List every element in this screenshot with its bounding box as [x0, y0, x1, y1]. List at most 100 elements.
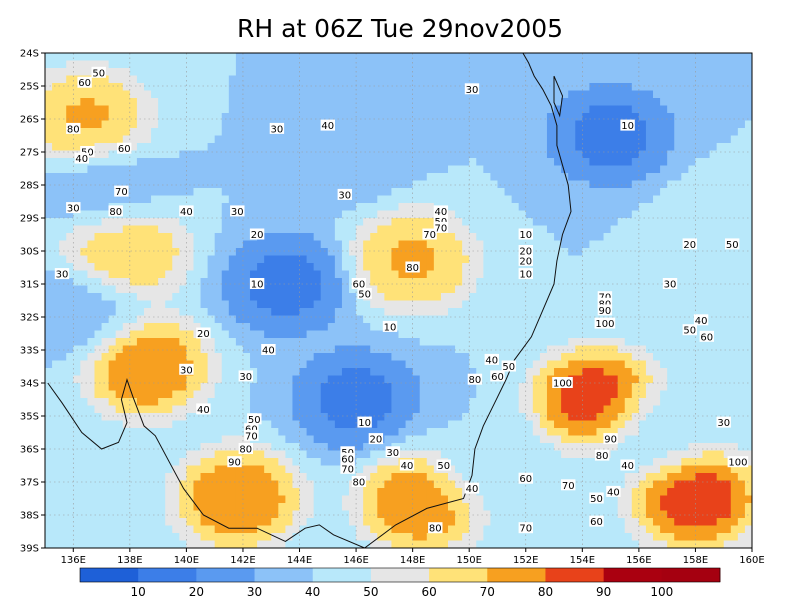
field-cell — [525, 345, 534, 354]
field-cell — [221, 90, 230, 99]
field-cell — [73, 383, 81, 392]
field-cell — [554, 390, 562, 399]
field-cell — [462, 308, 470, 317]
field-cell — [412, 413, 421, 422]
field-cell — [603, 375, 612, 384]
field-cell — [589, 180, 598, 189]
field-cell — [158, 53, 166, 62]
field-cell — [525, 405, 534, 414]
field-cell — [52, 90, 60, 99]
field-cell — [539, 120, 548, 129]
field-cell — [391, 330, 400, 339]
field-cell — [136, 75, 145, 84]
field-cell — [462, 195, 470, 204]
field-cell — [419, 345, 428, 354]
field-cell — [398, 375, 407, 384]
field-cell — [257, 60, 265, 69]
field-cell — [582, 323, 590, 332]
field-cell — [511, 345, 520, 354]
field-cell — [179, 128, 187, 137]
field-cell — [193, 180, 202, 189]
field-cell — [737, 353, 746, 362]
field-cell — [349, 308, 357, 317]
field-cell — [702, 420, 711, 429]
field-cell — [589, 98, 598, 107]
field-cell — [532, 128, 541, 137]
field-cell — [554, 90, 562, 99]
field-cell — [497, 180, 506, 189]
field-cell — [356, 158, 364, 167]
field-cell — [744, 210, 752, 219]
field-cell — [645, 420, 654, 429]
field-cell — [744, 360, 752, 369]
field-cell — [525, 195, 534, 204]
field-cell — [419, 315, 428, 324]
field-cell — [320, 143, 329, 152]
field-cell — [645, 390, 654, 399]
field-cell — [744, 60, 752, 69]
field-cell — [716, 83, 725, 92]
field-cell — [313, 270, 322, 279]
field-cell — [483, 240, 492, 249]
field-cell — [426, 323, 435, 332]
field-cell — [631, 158, 640, 167]
field-cell — [568, 308, 576, 317]
field-cell — [596, 263, 605, 272]
field-cell — [455, 188, 463, 197]
field-cell — [469, 120, 477, 129]
field-cell — [412, 345, 421, 354]
field-cell — [334, 225, 343, 234]
field-cell — [462, 105, 470, 114]
field-cell — [709, 338, 718, 347]
field-cell — [568, 240, 576, 249]
field-cell — [575, 83, 583, 92]
field-cell — [285, 143, 294, 152]
field-cell — [158, 248, 166, 257]
field-cell — [129, 180, 138, 189]
field-cell — [667, 75, 675, 84]
field-cell — [617, 420, 626, 429]
field-cell — [306, 68, 315, 77]
field-cell — [52, 143, 60, 152]
field-cell — [214, 135, 223, 144]
field-cell — [709, 180, 718, 189]
field-cell — [278, 105, 286, 114]
field-cell — [497, 128, 506, 137]
field-cell — [391, 420, 400, 429]
field-cell — [122, 405, 131, 414]
field-cell — [490, 383, 499, 392]
field-cell — [575, 248, 583, 257]
field-cell — [716, 68, 725, 77]
field-cell — [610, 98, 619, 107]
field-cell — [504, 293, 513, 302]
field-cell — [363, 53, 371, 62]
field-cell — [87, 203, 96, 212]
field-cell — [518, 240, 527, 249]
field-cell — [228, 173, 237, 182]
field-cell — [546, 278, 555, 287]
field-cell — [582, 330, 590, 339]
field-cell — [398, 105, 407, 114]
field-cell — [737, 180, 746, 189]
field-cell — [257, 390, 265, 399]
field-cell — [257, 75, 265, 84]
field-cell — [398, 158, 407, 167]
field-cell — [511, 413, 520, 422]
field-cell — [172, 165, 180, 174]
field-cell — [179, 188, 187, 197]
field-cell — [278, 360, 286, 369]
field-cell — [476, 293, 484, 302]
field-cell — [334, 278, 343, 287]
field-cell — [278, 240, 286, 249]
field-cell — [172, 128, 180, 137]
field-cell — [179, 158, 187, 167]
field-cell — [313, 165, 322, 174]
field-cell — [582, 390, 590, 399]
field-cell — [589, 308, 598, 317]
field-cell — [306, 173, 315, 182]
field-cell — [575, 383, 583, 392]
field-cell — [66, 83, 74, 92]
field-cell — [490, 278, 499, 287]
field-cell — [115, 315, 124, 324]
field-cell — [94, 173, 103, 182]
